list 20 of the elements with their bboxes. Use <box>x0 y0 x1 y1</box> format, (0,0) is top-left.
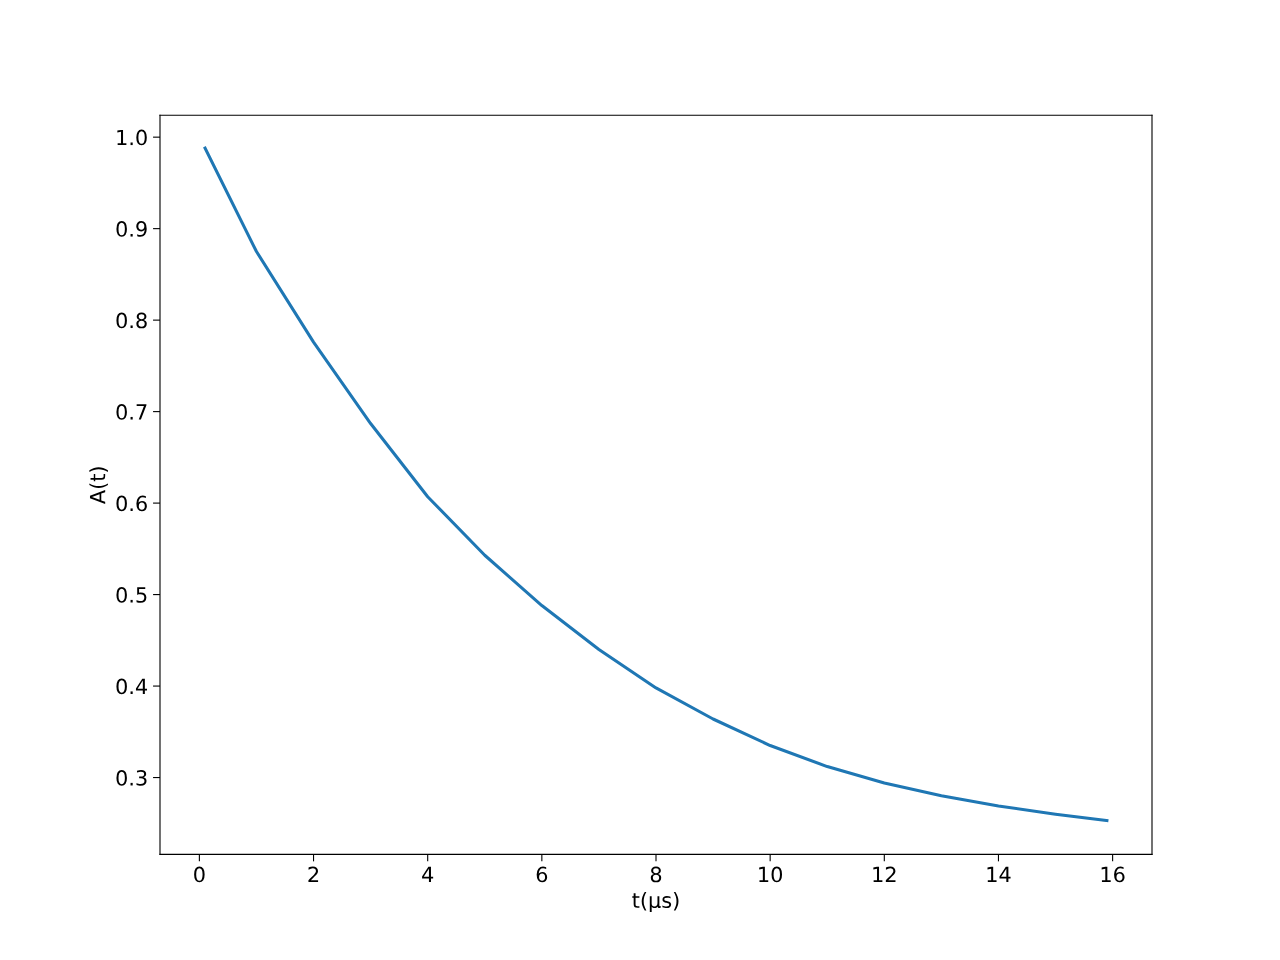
line-series <box>203 146 1109 823</box>
y-tick-label: 0.5 <box>116 587 147 603</box>
x-tick-label: 14 <box>987 866 1011 883</box>
x-tick-label: 10 <box>759 866 783 883</box>
y-tick-label: 1.0 <box>117 129 147 146</box>
x-tick-label: 2 <box>308 866 319 883</box>
y-tick-label: 0.4 <box>116 678 148 695</box>
x-tick-label: 0 <box>194 866 205 883</box>
x-tick-label: 4 <box>422 866 434 883</box>
y-tick-label: 0.8 <box>116 312 147 329</box>
y-axis-title: A(t) <box>89 467 108 504</box>
x-tick-label: 16 <box>1101 866 1125 883</box>
y-tick-label: 0.6 <box>116 495 147 512</box>
x-axis-title: t(μs) <box>632 891 679 913</box>
y-tick-label: 0.3 <box>116 770 147 786</box>
y-tick-label: 0.9 <box>116 221 147 237</box>
x-tick-label: 12 <box>873 866 896 883</box>
y-tick-label: 0.7 <box>116 404 147 420</box>
x-tick-label: 8 <box>650 866 662 883</box>
x-tick-label: 6 <box>536 866 548 883</box>
